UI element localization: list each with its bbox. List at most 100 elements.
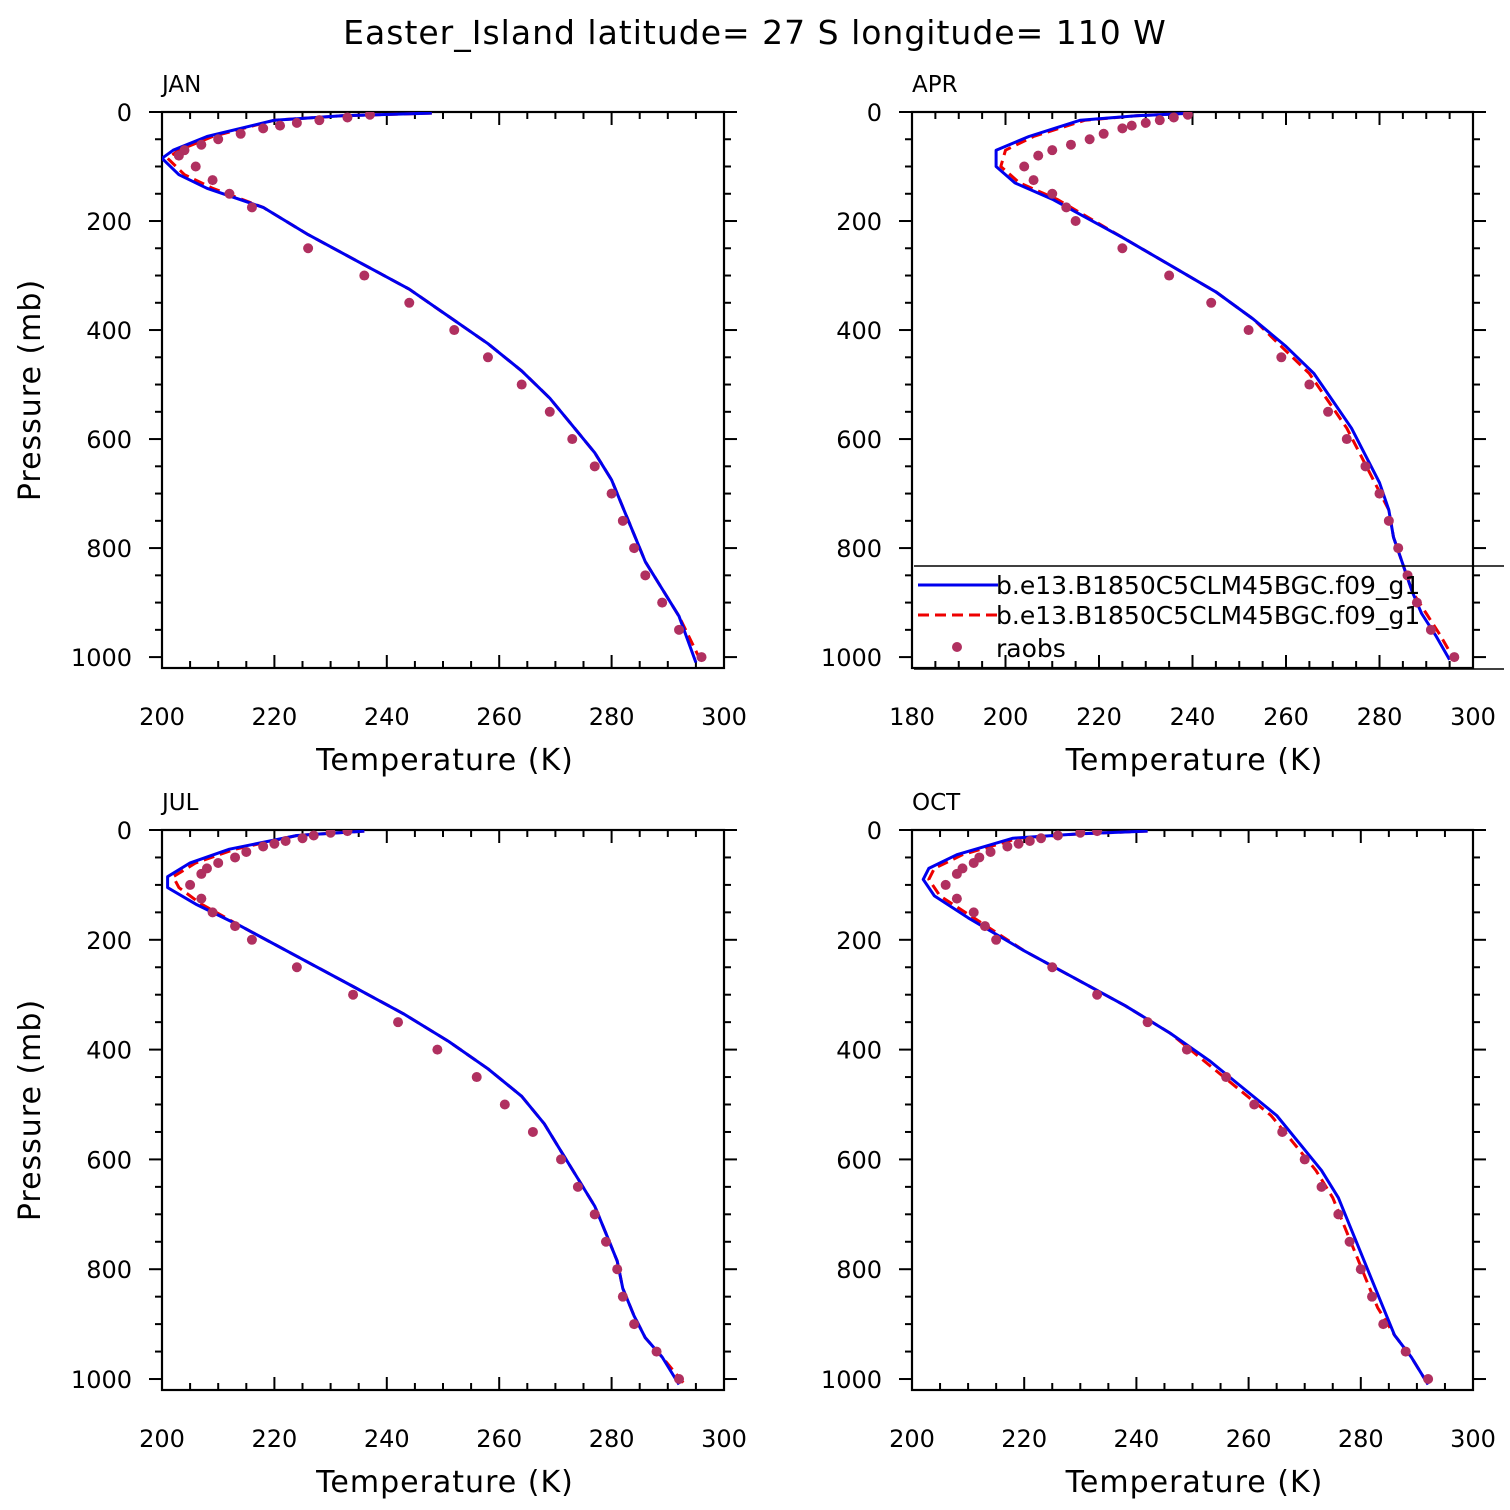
raobs-point (303, 243, 314, 254)
x-tick-label: 260 (476, 1425, 522, 1453)
x-tick-label: 200 (139, 703, 185, 731)
raobs-point (1070, 216, 1081, 227)
raobs-point (696, 652, 707, 663)
raobs-point (241, 846, 252, 857)
raobs-point (1013, 838, 1024, 849)
raobs-point (1047, 145, 1058, 156)
y-tick-label: 1000 (71, 644, 132, 672)
raobs-point (968, 857, 979, 868)
y-tick-label: 200 (86, 208, 132, 236)
x-tick-label: 220 (251, 703, 297, 731)
raobs-point (393, 1017, 404, 1028)
raobs-point (275, 120, 286, 131)
raobs-point (674, 624, 685, 635)
panel-title: JUL (160, 790, 199, 816)
x-tick-label: 280 (1357, 703, 1403, 731)
x-tick-label: 280 (589, 703, 635, 731)
raobs-point (527, 1126, 538, 1137)
raobs-point (280, 835, 291, 846)
raobs-point (979, 921, 990, 932)
model2-line (999, 112, 1456, 661)
raobs-point (230, 852, 241, 863)
raobs-point (1036, 833, 1047, 844)
raobs-point (1316, 1181, 1327, 1192)
raobs-point (1276, 352, 1287, 363)
y-tick-label: 200 (836, 927, 882, 955)
legend-label: b.e13.B1850C5CLM45BGC.f09_g1 (996, 601, 1420, 630)
raobs-point (235, 128, 246, 139)
raobs-point (291, 962, 302, 973)
raobs-point (1304, 379, 1315, 390)
raobs-point (1277, 1126, 1288, 1137)
x-tick-label: 300 (1450, 1425, 1496, 1453)
raobs-point (1092, 830, 1103, 837)
raobs-point (297, 833, 308, 844)
y-tick-label: 600 (836, 1146, 882, 1174)
raobs-point (612, 1264, 623, 1275)
y-tick-label: 800 (836, 1256, 882, 1284)
x-axis-label: Temperature (K) (1065, 1465, 1324, 1500)
raobs-point (629, 1319, 640, 1330)
x-axis-label: Temperature (K) (315, 1465, 574, 1500)
raobs-point (1098, 128, 1109, 139)
x-tick-label: 180 (889, 703, 935, 731)
raobs-point (173, 150, 184, 161)
plot-frame (160, 110, 726, 670)
raobs-point (246, 202, 257, 213)
model1-line (994, 112, 1451, 661)
raobs-point (1206, 297, 1217, 308)
raobs-point (348, 989, 359, 1000)
raobs-point (1168, 112, 1179, 123)
model2-line (166, 112, 703, 664)
raobs-point (516, 379, 527, 390)
raobs-point (657, 597, 668, 608)
raobs-point (1140, 117, 1151, 128)
panel-title: JAN (160, 72, 201, 98)
y-tick-label: 200 (836, 208, 882, 236)
x-tick-label: 260 (1226, 1425, 1272, 1453)
x-tick-label: 260 (1263, 703, 1309, 731)
raobs-point (1019, 161, 1030, 172)
raobs-point (544, 406, 555, 417)
raobs-point (1449, 652, 1460, 663)
y-tick-label: 200 (86, 927, 132, 955)
legend-label: b.e13.B1850C5CLM45BGC.f09_g1 (996, 571, 1420, 600)
model2-line (927, 830, 1430, 1386)
y-tick-label: 800 (836, 535, 882, 563)
panel-oct: OCT 200 220 240 260 280 300 0 200 400 600 800 1000 Te… (821, 790, 1496, 1500)
series-group (994, 112, 1460, 663)
y-tick-label: 400 (836, 1037, 882, 1065)
raobs-point (230, 921, 241, 932)
raobs-point (1047, 188, 1058, 199)
x-tick-label: 240 (364, 703, 410, 731)
raobs-point (1065, 139, 1076, 150)
raobs-point (640, 570, 651, 581)
raobs-point (567, 434, 578, 445)
x-tick-label: 280 (589, 1425, 635, 1453)
raobs-point (196, 139, 207, 150)
model1-line (162, 112, 698, 664)
raobs-point (589, 1209, 600, 1220)
raobs-point (589, 461, 600, 472)
raobs-point (291, 117, 302, 128)
raobs-point (1024, 835, 1035, 846)
raobs-point (1344, 1236, 1355, 1247)
raobs-point (951, 868, 962, 879)
raobs-point (1360, 461, 1371, 472)
panel-apr: APR 180 200 220 240 260 280 300 0 200 400 600 800 100… (821, 72, 1496, 778)
y-tick-label: 800 (86, 535, 132, 563)
x-tick-label: 220 (251, 1425, 297, 1453)
raobs-point (1075, 830, 1086, 838)
x-tick-label: 200 (889, 1425, 935, 1453)
x-axis-label: Temperature (K) (1065, 743, 1324, 778)
legend-raobs-marker (952, 642, 962, 652)
legend-label: raobs (996, 634, 1066, 663)
raobs-point (269, 838, 280, 849)
y-tick-label: 600 (86, 426, 132, 454)
raobs-point (1393, 543, 1404, 554)
raobs-point (449, 325, 460, 336)
raobs-point (196, 893, 207, 904)
raobs-point (968, 907, 979, 918)
x-tick-label: 300 (701, 703, 747, 731)
